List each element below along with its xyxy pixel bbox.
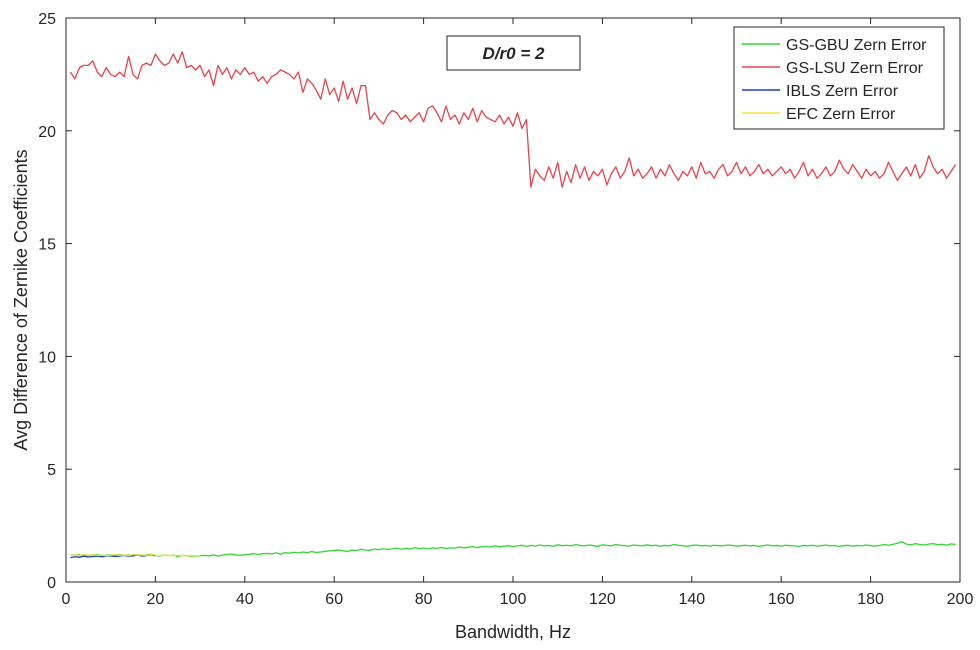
x-tick-label: 80 [415,591,433,608]
x-tick-label: 160 [768,591,795,608]
x-tick-label: 140 [678,591,705,608]
legend-label: GS-LSU Zern Error [786,60,924,77]
series-line-3 [70,554,156,559]
x-axis-label: Bandwidth, Hz [455,622,571,642]
legend-label: IBLS Zern Error [786,83,899,100]
y-tick-label: 15 [38,237,56,254]
series-layer [69,51,957,559]
x-tick-label: 200 [947,591,974,608]
y-tick-label: 0 [47,575,56,592]
x-axis: 0 20 40 60 80 100 120 140 160 180 200 [62,18,974,608]
series-line-2 [69,51,957,188]
x-tick-label: 180 [857,591,884,608]
x-tick-label: 40 [236,591,254,608]
annotation-text: D/r0 = 2 [483,44,545,63]
annotation-frame [446,35,581,71]
x-tick-label: 0 [62,591,71,608]
y-tick-label: 5 [47,462,56,479]
legend: GS-GBU Zern Error GS-LSU Zern Error IBLS Z… [733,26,945,130]
x-tick-label: 60 [325,591,343,608]
y-axis: 0 5 10 15 20 25 [38,11,960,592]
y-tick-label: 10 [38,349,56,366]
y-tick-label: 25 [38,11,56,28]
y-axis-label: Avg Difference of Zernike Coefficients [11,149,31,450]
x-tick-label: 120 [589,591,616,608]
y-tick-label: 20 [38,124,56,141]
legend-label: EFC Zern Error [786,106,896,123]
x-tick-label: 100 [500,591,527,608]
annotation-box: D/r0 = 2 [446,35,581,71]
x-tick-label: 20 [147,591,165,608]
series-line-1 [70,541,956,558]
legend-label: GS-GBU Zern Error [786,37,927,54]
series-line-4 [70,553,201,557]
